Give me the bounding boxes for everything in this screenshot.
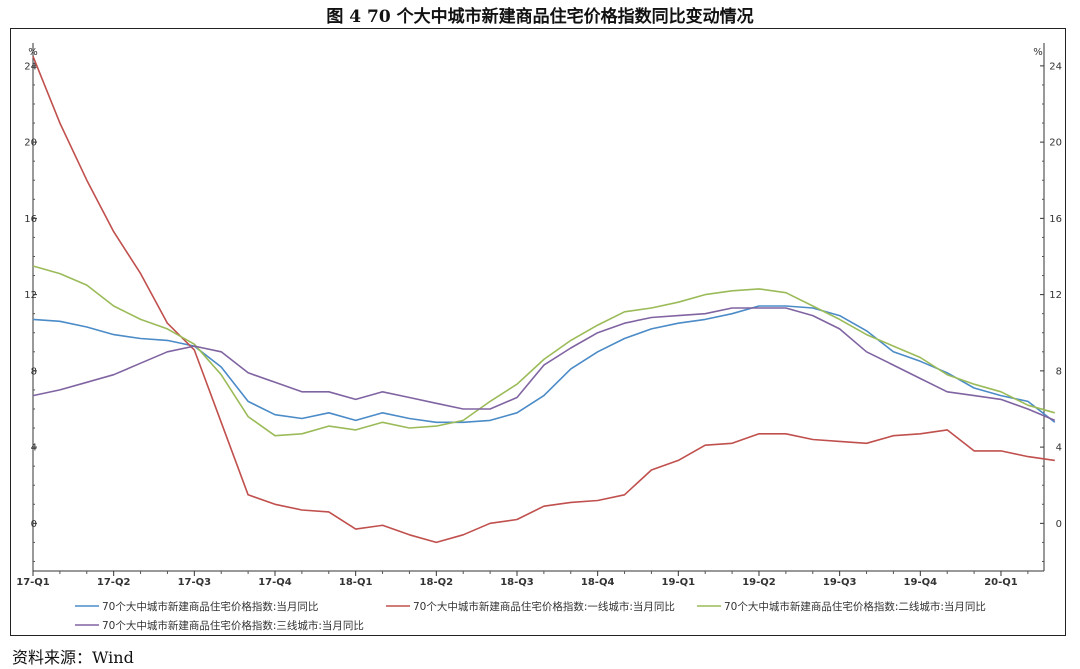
x-tick-label: 18-Q3 xyxy=(500,577,534,588)
chart-legend: 70个大中城市新建商品住宅价格指数:当月同比 70个大中城市新建商品住宅价格指数:… xyxy=(75,600,986,632)
y-tick-label-right: 20 xyxy=(1049,138,1062,149)
y-tick-label-right: 12 xyxy=(1049,290,1062,301)
y-tick-label-left: 20 xyxy=(24,138,37,149)
x-tick-label: 19-Q1 xyxy=(662,577,696,588)
y-tick-label-left: 4 xyxy=(31,443,37,454)
legend-label: 70个大中城市新建商品住宅价格指数:当月同比 xyxy=(102,600,318,613)
chart-frame xyxy=(10,28,1066,636)
y-tick-label-left: 0 xyxy=(31,519,37,530)
y-tick-label-right: 4 xyxy=(1056,443,1062,454)
x-tick-label: 19-Q3 xyxy=(823,577,857,588)
x-tick-label: 17-Q2 xyxy=(97,577,131,588)
series-line-1 xyxy=(32,305,1056,424)
chart-axes: % % 0 0 4 4 8 8 12 12 16 16 20 20 24 24 17-Q1 17-Q2 17-Q3 1… xyxy=(16,43,1062,588)
series-line-4 xyxy=(32,307,1056,422)
y-tick-label-left: 16 xyxy=(24,214,37,225)
chart-series-lines xyxy=(32,56,1056,544)
y-tick-label-right: 8 xyxy=(1056,366,1062,377)
y-tick-label-right: 16 xyxy=(1049,214,1062,225)
legend-label: 70个大中城市新建商品住宅价格指数:三线城市:当月同比 xyxy=(102,619,364,632)
x-tick-label: 18-Q1 xyxy=(339,577,373,588)
y-unit-left: % xyxy=(28,47,38,58)
x-tick-label: 18-Q4 xyxy=(581,577,615,588)
source-note: 资料来源：Wind xyxy=(12,648,134,667)
y-tick-label-left: 24 xyxy=(24,61,37,72)
x-tick-label: 20-Q1 xyxy=(984,577,1018,588)
x-tick-label: 17-Q4 xyxy=(258,577,292,588)
x-tick-label: 17-Q1 xyxy=(16,577,50,588)
x-tick-label: 19-Q2 xyxy=(742,577,776,588)
y-tick-label-left: 8 xyxy=(31,366,37,377)
y-tick-label-right: 0 xyxy=(1056,519,1062,530)
legend-label: 70个大中城市新建商品住宅价格指数:一线城市:当月同比 xyxy=(413,600,675,613)
series-line-3 xyxy=(32,265,1056,437)
x-tick-label: 18-Q2 xyxy=(420,577,454,588)
y-unit-right: % xyxy=(1033,47,1043,58)
y-tick-label-right: 24 xyxy=(1049,61,1062,72)
x-tick-label: 17-Q3 xyxy=(178,577,212,588)
y-tick-label-left: 12 xyxy=(24,290,37,301)
series-line-2 xyxy=(32,56,1055,544)
x-tick-label: 19-Q4 xyxy=(904,577,938,588)
figure-title: 图 4 70 个大中城市新建商品住宅价格指数同比变动情况 xyxy=(326,7,754,27)
legend-label: 70个大中城市新建商品住宅价格指数:二线城市:当月同比 xyxy=(724,600,986,613)
